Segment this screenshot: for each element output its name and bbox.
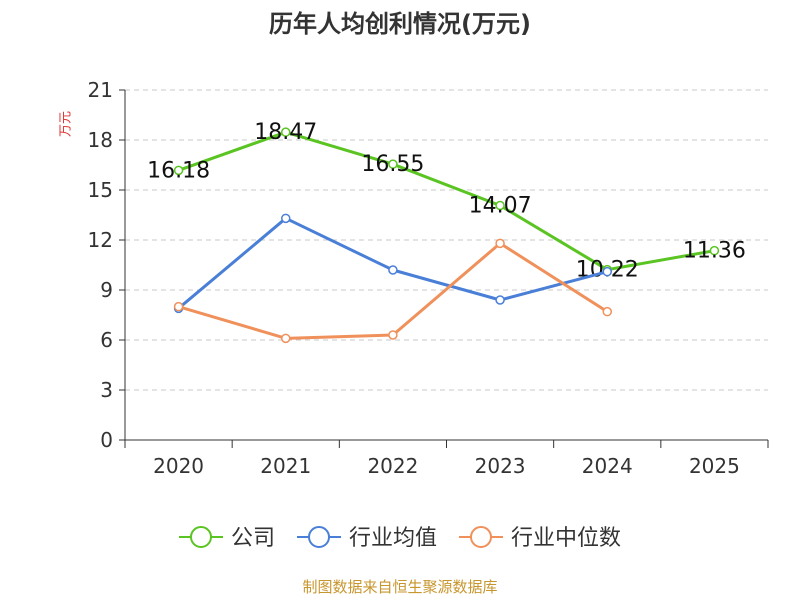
x-tick-label: 2020 (153, 454, 204, 478)
y-tick-label: 6 (100, 328, 113, 352)
legend-marker-2 (470, 526, 492, 548)
data-point (388, 159, 398, 169)
data-point (388, 330, 398, 340)
legend-label: 行业中位数 (511, 526, 621, 551)
y-tick-label: 18 (88, 128, 113, 152)
legend-label: 行业均值 (349, 526, 437, 551)
data-point (173, 165, 184, 176)
data-point (388, 265, 398, 275)
data-label: 11.36 (683, 239, 746, 264)
data-point (495, 238, 505, 249)
data-label: 14.07 (469, 194, 532, 219)
y-tick-label: 15 (88, 178, 113, 202)
data-source-note: 制图数据来自恒生聚源数据库 (302, 578, 498, 596)
data-point (281, 127, 291, 137)
legend-marker-1 (308, 526, 330, 548)
series-line-2 (178, 241, 609, 340)
data-point (281, 213, 291, 224)
y-tick-label: 9 (100, 278, 113, 302)
chart-title: 历年人均创利情况(万元) (269, 10, 531, 38)
series-line-0 (178, 130, 715, 272)
data-point (495, 200, 505, 211)
legend-label: 公司 (231, 526, 275, 551)
data-label: 16.18 (147, 158, 210, 183)
x-tick-label: 2021 (260, 454, 311, 478)
data-label: 16.55 (361, 152, 424, 177)
x-tick-label: 2022 (367, 454, 418, 478)
y-tick-label: 0 (100, 428, 113, 452)
data-point (709, 245, 720, 256)
x-tick-label: 2025 (689, 454, 740, 478)
x-tick-label: 2024 (582, 454, 633, 478)
data-point (495, 295, 505, 305)
data-label: 18.47 (254, 120, 317, 145)
y-tick-label: 21 (88, 78, 113, 102)
y-tick-label: 3 (100, 378, 113, 402)
data-point (281, 333, 291, 344)
data-point (602, 266, 612, 277)
legend-marker-0 (190, 526, 212, 548)
data-point (173, 301, 184, 312)
data-point (602, 306, 612, 317)
x-tick-label: 2023 (475, 454, 526, 478)
y-tick-label: 12 (88, 228, 113, 252)
